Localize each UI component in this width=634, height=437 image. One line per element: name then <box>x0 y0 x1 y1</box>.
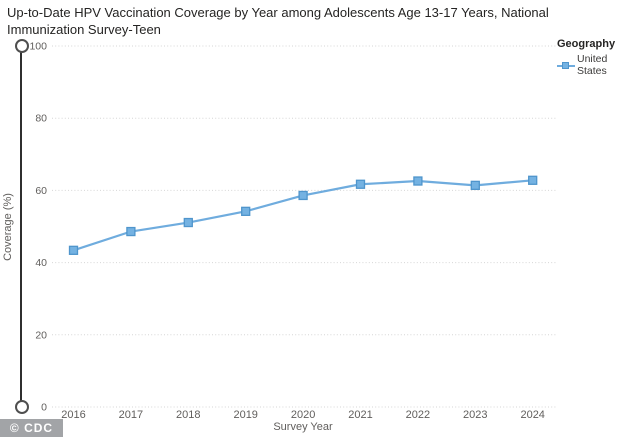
x-tick-label: 2018 <box>176 409 200 421</box>
data-point-2023[interactable] <box>470 180 480 190</box>
y-tick-label: 100 <box>29 41 47 53</box>
y-tick-label: 60 <box>35 185 47 197</box>
legend-title: Geography <box>557 38 616 50</box>
x-tick-label: 2020 <box>291 409 315 421</box>
line-marker-icon <box>557 61 575 70</box>
x-tick-label: 2021 <box>348 409 372 421</box>
data-point-2020[interactable] <box>298 190 308 201</box>
slider-handle-min[interactable] <box>15 400 29 414</box>
data-point-2022[interactable] <box>413 176 423 186</box>
x-tick-label: 2023 <box>463 409 487 421</box>
x-tick-label: 2024 <box>520 409 544 421</box>
x-tick-label: 2022 <box>406 409 430 421</box>
x-tick-label: 2017 <box>119 409 143 421</box>
y-tick-label: 40 <box>35 257 47 269</box>
data-point-2018[interactable] <box>183 217 193 228</box>
data-point-2021[interactable] <box>355 179 366 189</box>
y-tick-label: 80 <box>35 113 47 125</box>
y-tick-label: 20 <box>35 329 47 341</box>
x-axis-title: Survey Year <box>273 421 333 433</box>
legend-item-united-states[interactable]: United States <box>557 53 633 77</box>
y-axis-range-slider[interactable] <box>20 46 22 407</box>
data-point-2016[interactable] <box>68 245 79 255</box>
data-point-2024[interactable] <box>528 175 538 185</box>
data-point-2017[interactable] <box>126 226 136 237</box>
x-tick-label: 2019 <box>233 409 257 421</box>
legend-item-label: United States <box>577 53 608 77</box>
page-title: Up-to-Date HPV Vaccination Coverage by Y… <box>7 5 549 37</box>
cdc-logo: © CDC <box>0 419 63 437</box>
slider-handle-max[interactable] <box>15 39 29 53</box>
data-point-2019[interactable] <box>241 206 251 216</box>
x-tick-label: 2016 <box>61 409 85 421</box>
legend: Geography United States <box>557 38 633 77</box>
y-tick-label: 0 <box>41 402 47 414</box>
